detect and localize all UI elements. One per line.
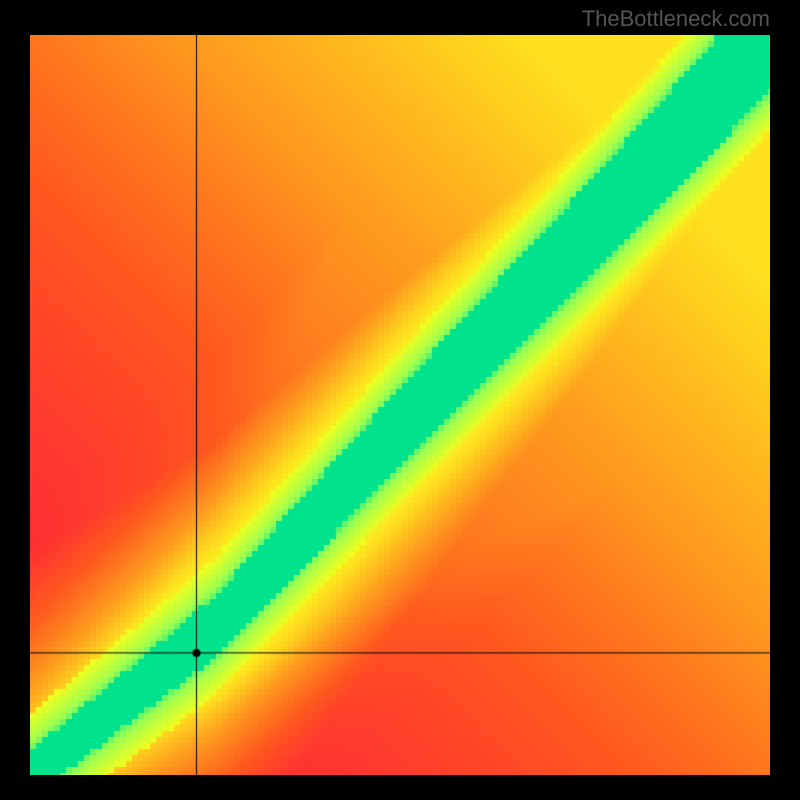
heatmap-canvas <box>30 35 770 775</box>
heatmap-plot <box>30 35 770 775</box>
watermark-text: TheBottleneck.com <box>582 6 770 32</box>
chart-container: TheBottleneck.com <box>0 0 800 800</box>
